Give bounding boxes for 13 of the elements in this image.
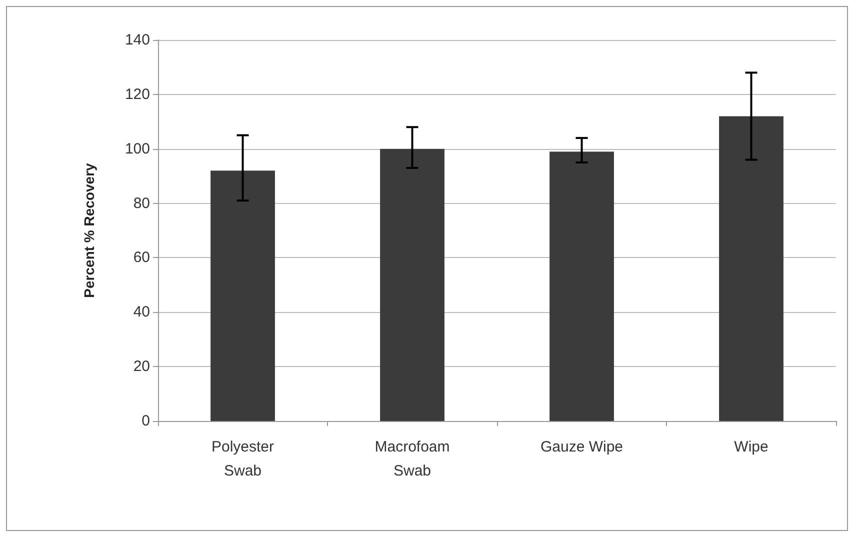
y-tick-label: 60: [133, 249, 150, 266]
y-tick-label: 100: [124, 140, 150, 158]
y-tick-label: 40: [133, 304, 150, 321]
y-axis-title: Percent % Recovery: [81, 162, 97, 298]
x-tick-label: Wipe: [734, 438, 768, 456]
y-tick-label: 120: [124, 86, 150, 103]
y-tick-label: 140: [124, 32, 150, 48]
y-tick-label: 0: [142, 412, 150, 430]
x-tick-label: Gauze Wipe: [540, 438, 624, 456]
x-tick-label: Polyester Swab: [211, 438, 274, 480]
x-tick-label: Macrofoam Swab: [374, 438, 450, 480]
y-tick-label: 80: [133, 194, 150, 212]
y-tick-label: 20: [133, 358, 150, 376]
